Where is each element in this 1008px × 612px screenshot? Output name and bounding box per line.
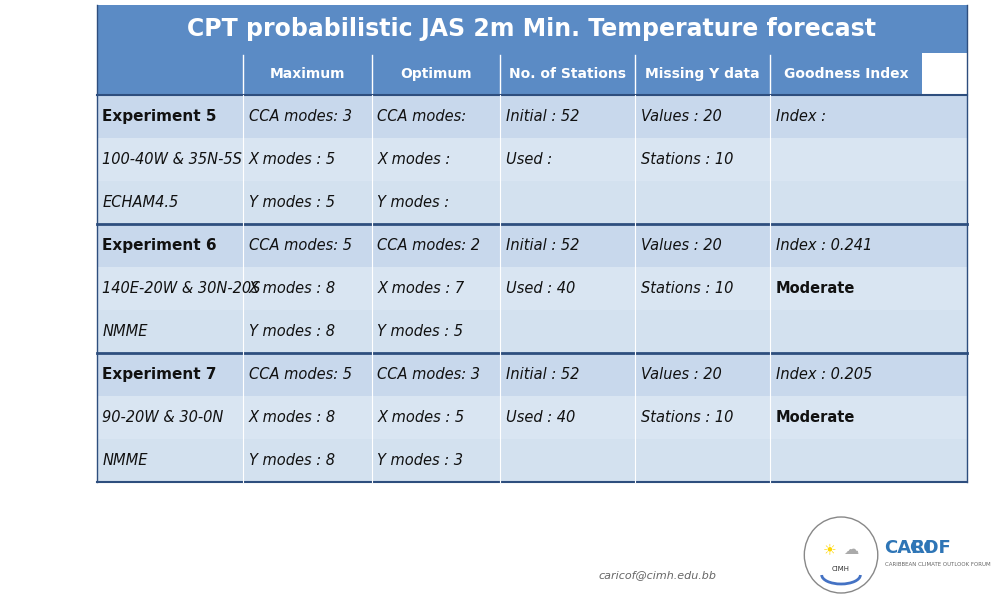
Text: Stations : 10: Stations : 10 bbox=[641, 410, 734, 425]
Text: ECHAM4.5: ECHAM4.5 bbox=[103, 195, 178, 210]
Text: ☀: ☀ bbox=[823, 542, 837, 558]
Text: X modes :: X modes : bbox=[377, 152, 451, 167]
Text: Missing Y data: Missing Y data bbox=[645, 67, 760, 81]
Text: No. of Stations: No. of Stations bbox=[509, 67, 626, 81]
Text: Index : 0.205: Index : 0.205 bbox=[776, 367, 872, 382]
Text: CCA modes: 5: CCA modes: 5 bbox=[249, 367, 352, 382]
Bar bbox=[97, 5, 967, 53]
Text: 100-40W & 35N-5S: 100-40W & 35N-5S bbox=[103, 152, 242, 167]
Text: COF: COF bbox=[885, 539, 951, 557]
Bar bbox=[97, 138, 967, 181]
Text: NMME: NMME bbox=[103, 453, 148, 468]
Text: Y modes : 3: Y modes : 3 bbox=[377, 453, 464, 468]
Bar bbox=[97, 439, 967, 482]
Text: Values : 20: Values : 20 bbox=[641, 238, 722, 253]
Text: CCA modes: 3: CCA modes: 3 bbox=[249, 109, 352, 124]
Text: Experiment 7: Experiment 7 bbox=[103, 367, 217, 382]
Text: Used :: Used : bbox=[506, 152, 552, 167]
Text: Goodness Index: Goodness Index bbox=[784, 67, 908, 81]
Text: Values : 20: Values : 20 bbox=[641, 109, 722, 124]
Text: Optimum: Optimum bbox=[400, 67, 472, 81]
Text: CCA modes: 5: CCA modes: 5 bbox=[249, 238, 352, 253]
Text: Used : 40: Used : 40 bbox=[506, 281, 576, 296]
Text: Stations : 10: Stations : 10 bbox=[641, 152, 734, 167]
Bar bbox=[97, 396, 967, 439]
Text: X modes : 5: X modes : 5 bbox=[249, 152, 336, 167]
Bar bbox=[97, 224, 967, 267]
Text: Y modes :: Y modes : bbox=[377, 195, 450, 210]
Text: 140E-20W & 30N-20S: 140E-20W & 30N-20S bbox=[103, 281, 261, 296]
Bar bbox=[770, 53, 922, 95]
Text: Y modes : 5: Y modes : 5 bbox=[249, 195, 335, 210]
Text: Y modes : 8: Y modes : 8 bbox=[249, 453, 335, 468]
Text: Index : 0.241: Index : 0.241 bbox=[776, 238, 872, 253]
Text: Y modes : 8: Y modes : 8 bbox=[249, 324, 335, 339]
Text: ☁: ☁ bbox=[843, 542, 859, 558]
Text: 90-20W & 30-0N: 90-20W & 30-0N bbox=[103, 410, 224, 425]
Text: CCA modes:: CCA modes: bbox=[377, 109, 467, 124]
Bar bbox=[97, 95, 967, 138]
Text: CCA modes: 3: CCA modes: 3 bbox=[377, 367, 481, 382]
Text: Experiment 5: Experiment 5 bbox=[103, 109, 217, 124]
Text: Initial : 52: Initial : 52 bbox=[506, 109, 580, 124]
Text: Maximum: Maximum bbox=[269, 67, 345, 81]
Text: X modes : 5: X modes : 5 bbox=[377, 410, 465, 425]
Text: Index :: Index : bbox=[776, 109, 826, 124]
Text: NMME: NMME bbox=[103, 324, 148, 339]
Bar bbox=[97, 53, 243, 95]
Text: Experiment 6: Experiment 6 bbox=[103, 238, 217, 253]
Text: X modes : 7: X modes : 7 bbox=[377, 281, 465, 296]
Bar bbox=[635, 53, 770, 95]
Bar bbox=[97, 181, 967, 224]
Bar bbox=[97, 353, 967, 396]
Text: Y modes : 5: Y modes : 5 bbox=[377, 324, 464, 339]
Text: Used : 40: Used : 40 bbox=[506, 410, 576, 425]
Bar bbox=[97, 310, 967, 353]
Text: Stations : 10: Stations : 10 bbox=[641, 281, 734, 296]
Text: caricof@cimh.edu.bb: caricof@cimh.edu.bb bbox=[599, 570, 717, 580]
Text: CIMH: CIMH bbox=[832, 566, 850, 572]
Text: CARIBBEAN CLIMATE OUTLOOK FORUM: CARIBBEAN CLIMATE OUTLOOK FORUM bbox=[885, 562, 990, 567]
Text: Initial : 52: Initial : 52 bbox=[506, 367, 580, 382]
Circle shape bbox=[804, 517, 878, 593]
Text: Initial : 52: Initial : 52 bbox=[506, 238, 580, 253]
Text: X modes : 8: X modes : 8 bbox=[249, 410, 336, 425]
Text: X modes : 8: X modes : 8 bbox=[249, 281, 336, 296]
Bar bbox=[243, 53, 372, 95]
Text: Moderate: Moderate bbox=[776, 281, 855, 296]
Bar bbox=[97, 267, 967, 310]
Bar bbox=[500, 53, 635, 95]
Text: CCA modes: 2: CCA modes: 2 bbox=[377, 238, 481, 253]
Text: CPT probabilistic JAS 2m Min. Temperature forecast: CPT probabilistic JAS 2m Min. Temperatur… bbox=[187, 17, 876, 41]
Bar bbox=[372, 53, 500, 95]
Text: CARI: CARI bbox=[885, 539, 932, 557]
Text: Values : 20: Values : 20 bbox=[641, 367, 722, 382]
Text: Moderate: Moderate bbox=[776, 410, 855, 425]
